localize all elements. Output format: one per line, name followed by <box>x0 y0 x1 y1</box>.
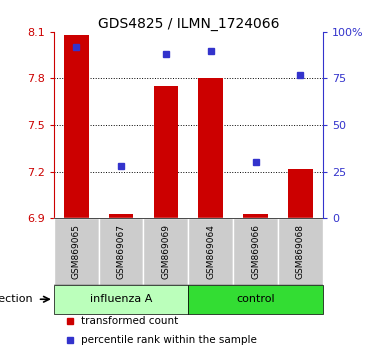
Bar <box>54 285 188 314</box>
Bar <box>99 218 144 285</box>
Bar <box>64 35 89 218</box>
Text: GSM869064: GSM869064 <box>206 224 215 279</box>
Text: transformed count: transformed count <box>81 316 178 326</box>
Bar <box>154 86 178 218</box>
Title: GDS4825 / ILMN_1724066: GDS4825 / ILMN_1724066 <box>98 17 279 31</box>
Bar <box>54 218 99 285</box>
Text: GSM869067: GSM869067 <box>116 224 125 279</box>
Bar <box>233 218 278 285</box>
Bar <box>198 79 223 218</box>
Text: infection: infection <box>0 294 32 304</box>
Text: GSM869065: GSM869065 <box>72 224 81 279</box>
Text: GSM869069: GSM869069 <box>161 224 170 279</box>
Bar <box>288 169 313 218</box>
Bar <box>278 218 323 285</box>
Bar <box>243 214 268 218</box>
Text: percentile rank within the sample: percentile rank within the sample <box>81 335 257 345</box>
Text: influenza A: influenza A <box>90 294 152 304</box>
Text: GSM869068: GSM869068 <box>296 224 305 279</box>
Bar <box>144 218 188 285</box>
Text: GSM869066: GSM869066 <box>251 224 260 279</box>
Bar <box>188 285 323 314</box>
Bar <box>109 214 133 218</box>
Text: control: control <box>236 294 275 304</box>
Bar <box>188 218 233 285</box>
